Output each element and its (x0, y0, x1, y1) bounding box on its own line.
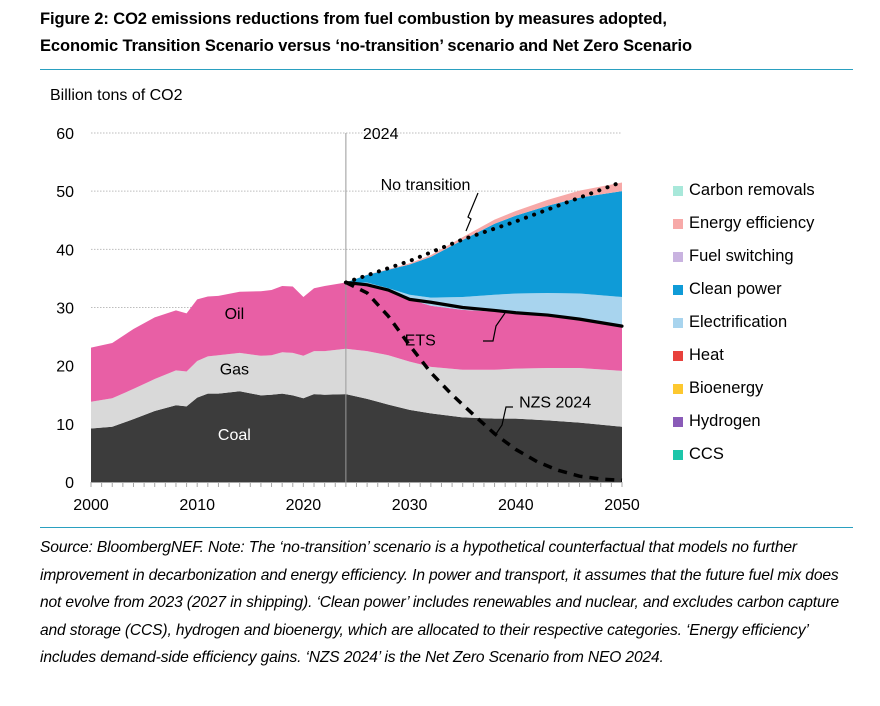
footer-divider (40, 527, 853, 528)
legend-swatch (673, 185, 683, 196)
area-clean_power (91, 191, 622, 348)
area-energy_efficiency (91, 182, 622, 348)
x-tick-label: 2000 (73, 497, 109, 514)
y-tick-label: 0 (65, 475, 74, 492)
y-tick-label: 40 (56, 242, 74, 259)
x-tick-label: 2020 (286, 497, 322, 514)
legend-label: Carbon removals (689, 181, 815, 199)
legend-label: Bioenergy (689, 379, 764, 397)
line-nzs-2024 (345, 280, 623, 483)
area-oil (91, 282, 622, 402)
legend-swatch (673, 284, 683, 295)
legend-swatch (673, 416, 683, 427)
legend-swatch (673, 218, 683, 229)
legend-swatch (673, 251, 683, 262)
figure-title: Figure 2: CO2 emissions reductions from … (40, 6, 860, 60)
y-axis-title: Billion tons of CO2 (50, 87, 183, 104)
annotation-gas: Gas (220, 361, 249, 378)
annotation-oil: Oil (225, 306, 245, 323)
x-tick-label: 2050 (604, 497, 640, 514)
legend-swatch (673, 449, 683, 460)
annotation-no-transition: No transition (381, 177, 471, 194)
legend-label: Electrification (689, 313, 788, 331)
leader-no-transition (465, 192, 479, 232)
leader-nzs-2024 (495, 406, 513, 435)
area-coal (91, 391, 622, 482)
line-ets (344, 280, 624, 328)
legend-label: Clean power (689, 280, 782, 298)
legend-item-clean-power: Clean power (673, 273, 815, 306)
source-note: Source: BloombergNEF. Note: The ‘no-tran… (40, 539, 840, 666)
x-tick-label: 2010 (179, 497, 215, 514)
legend-label: CCS (689, 445, 724, 463)
legend-item-hydrogen: Hydrogen (673, 405, 815, 438)
legend-item-ccs: CCS (673, 438, 815, 471)
title-divider (40, 69, 853, 70)
legend-swatch (673, 350, 683, 361)
area-electrification (91, 282, 622, 348)
legend-item-energy-efficiency: Energy efficiency (673, 207, 815, 240)
legend-item-electrification: Electrification (673, 306, 815, 339)
legend-label: Heat (689, 346, 724, 364)
annotation-nzs-2024: NZS 2024 (519, 395, 591, 412)
leader-ets (483, 312, 506, 342)
x-tick-label: 2030 (392, 497, 428, 514)
x-tick-label: 2040 (498, 497, 534, 514)
legend-item-bioenergy: Bioenergy (673, 372, 815, 405)
scenario-lines (343, 179, 624, 483)
chart-labels: 2024 Oil Gas Coal No transition ETS NZS 2024 (218, 126, 591, 444)
legend: Carbon removals Energy efficiency Fuel swi… (673, 174, 815, 471)
legend-label: Fuel switching (689, 247, 794, 265)
legend-label: Energy efficiency (689, 214, 815, 232)
legend-swatch (673, 383, 683, 394)
stacked-areas (91, 182, 622, 482)
marker-label-2024: 2024 (363, 126, 399, 143)
y-tick-label: 10 (56, 417, 74, 434)
y-tick-label: 50 (56, 184, 74, 201)
y-tick-label: 60 (56, 126, 74, 143)
figure-title-line-1: Figure 2: CO2 emissions reductions from … (40, 10, 667, 28)
annotation-ets: ETS (405, 332, 436, 349)
legend-swatch (673, 317, 683, 328)
y-tick-label: 30 (56, 301, 74, 318)
legend-item-carbon-removals: Carbon removals (673, 174, 815, 207)
annotation-coal: Coal (218, 427, 251, 444)
y-tick-label: 20 (56, 359, 74, 376)
legend-label: Hydrogen (689, 412, 761, 430)
legend-item-heat: Heat (673, 339, 815, 372)
figure-title-line-2: Economic Transition Scenario versus ‘no-… (40, 37, 692, 55)
legend-item-fuel-switching: Fuel switching (673, 240, 815, 273)
area-gas (91, 348, 622, 429)
